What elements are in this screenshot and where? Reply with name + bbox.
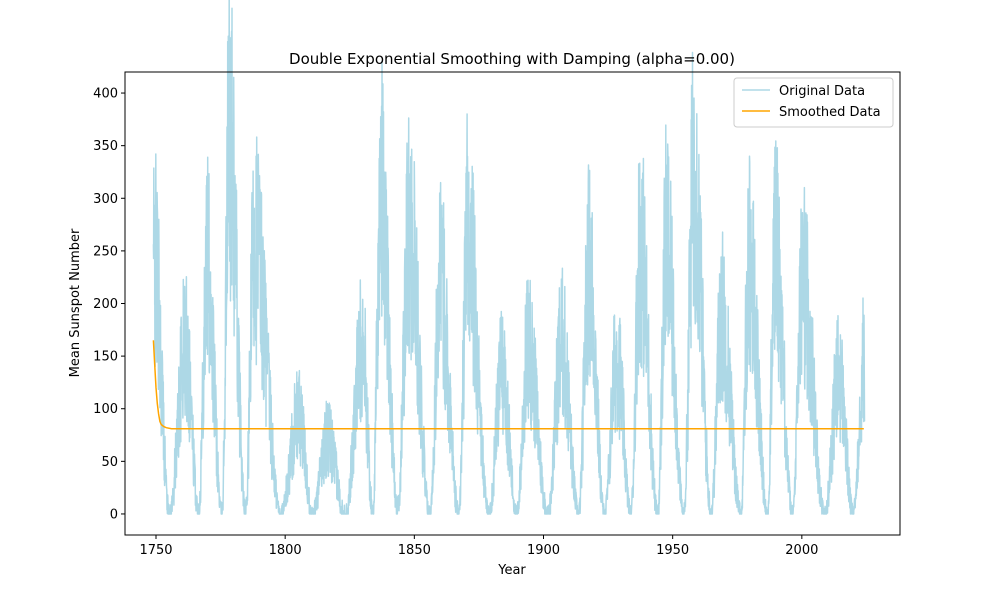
x-tick-label-1900: 1900 [527, 543, 560, 558]
y-tick-label-400: 400 [93, 87, 118, 102]
x-tick-label-1850: 1850 [398, 543, 431, 558]
legend-label-smoothed-data: Smoothed Data [779, 105, 881, 120]
y-tick-label-0: 0 [110, 507, 118, 522]
y-axis: 0 50 100 150 200 250 300 350 400 [93, 87, 125, 522]
original-data-path [152, 0, 866, 515]
y-tick-label-50: 50 [101, 455, 118, 470]
y-axis-title: Mean Sunspot Number [68, 228, 83, 377]
x-tick-label-1800: 1800 [269, 543, 302, 558]
original-data-line [152, 0, 866, 515]
smoothed-data-path [152, 340, 864, 430]
y-tick-label-250: 250 [93, 244, 118, 259]
y-tick-label-200: 200 [93, 297, 118, 312]
chart-title: Double Exponential Smoothing with Dampin… [289, 50, 735, 68]
x-tick-label-2000: 2000 [785, 543, 818, 558]
y-tick-label-100: 100 [93, 402, 118, 417]
y-tick-label-150: 150 [93, 350, 118, 365]
legend-box [733, 77, 894, 128]
legend-label-original-data: Original Data [779, 84, 865, 99]
smoothed-data-line [152, 340, 864, 430]
x-tick-label-1750: 1750 [139, 543, 172, 558]
x-axis: 1750 1800 1850 1900 1950 2000 [139, 535, 818, 558]
y-tick-label-300: 300 [93, 192, 118, 207]
x-axis-title: Year [497, 563, 526, 578]
legend: Original Data Smoothed Data [733, 77, 894, 128]
y-tick-label-350: 350 [93, 139, 118, 154]
x-tick-label-1950: 1950 [656, 543, 689, 558]
